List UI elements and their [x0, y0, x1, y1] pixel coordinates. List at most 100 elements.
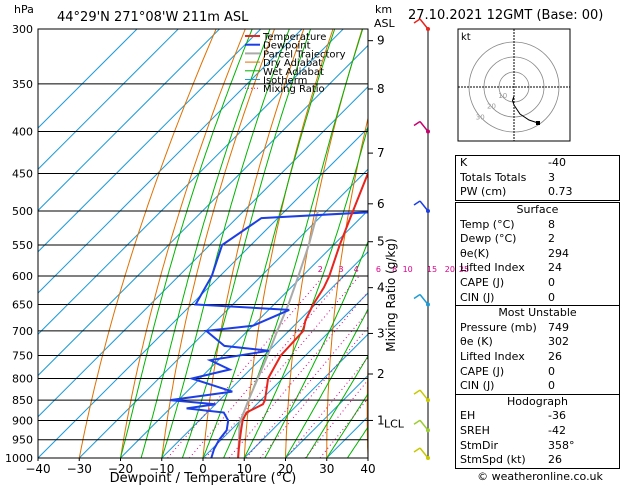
mixing-ratio-line: [168, 276, 324, 458]
hodograph-ring-label: 30: [476, 113, 485, 121]
pressure-tick-label: 650: [12, 299, 33, 312]
mixing-ratio-label: 2: [318, 265, 323, 274]
stat-row: CAPE (J)0: [456, 276, 619, 291]
stat-row: θe (K)302: [456, 335, 619, 350]
stat-row: CAPE (J)0: [456, 365, 619, 380]
stat-value: 26: [548, 453, 619, 468]
stat-label: StmDir: [460, 439, 548, 454]
pressure-tick-label: 450: [12, 167, 33, 180]
km-unit-label: km: [375, 3, 392, 16]
stat-value: 3: [548, 171, 619, 186]
hpa-unit-label: hPa: [14, 3, 34, 16]
pressure-tick-label: 300: [12, 23, 33, 36]
stat-value: 0.73: [548, 185, 619, 200]
index-row: PW (cm)0.73: [456, 185, 619, 200]
x-tick-label: 30: [319, 462, 334, 476]
pressure-tick-label: 350: [12, 78, 33, 91]
stat-row: Temp (°C)8: [456, 218, 619, 233]
stat-label: StmSpd (kt): [460, 453, 548, 468]
pressure-tick-label: 600: [12, 270, 33, 283]
stat-label: PW (cm): [460, 185, 548, 200]
isotherm-line: [0, 29, 302, 458]
hodograph-storm-marker: [536, 121, 540, 125]
pressure-tick-label: 950: [12, 434, 33, 447]
station-location: 44°29'N 271°08'W 211m ASL: [57, 10, 249, 25]
legend-label: Mixing Ratio: [263, 84, 325, 95]
mixing-ratio-label: 3: [338, 265, 343, 274]
pressure-tick-label: 400: [12, 126, 33, 139]
wind-barb-flag: [414, 390, 420, 394]
stat-label: CIN (J): [460, 379, 548, 394]
stat-label: SREH: [460, 424, 548, 439]
wind-barb-flag: [414, 122, 420, 126]
pressure-tick-label: 800: [12, 372, 33, 385]
stat-value: 26: [548, 350, 619, 365]
mixing-ratio-label: 6: [376, 265, 381, 274]
section-title: Hodograph: [456, 395, 619, 410]
stat-label: θe(K): [460, 247, 548, 262]
copyright-text: © weatheronline.co.uk: [455, 470, 625, 483]
stat-row: Dewp (°C)2: [456, 232, 619, 247]
km-tick-label: 2: [377, 367, 385, 381]
km-tick-label: 6: [377, 197, 385, 211]
wind-barb-shaft: [420, 390, 428, 400]
stat-label: CAPE (J): [460, 276, 548, 291]
stat-value: -42: [548, 424, 619, 439]
asl-unit-label: ASL: [374, 17, 396, 30]
stat-value: 0: [548, 276, 619, 291]
mixing-ratio-line: [286, 276, 435, 458]
wind-barb-flag: [414, 201, 420, 205]
hodograph-ring-label: 10: [498, 92, 507, 100]
mixing-ratio-line: [246, 276, 397, 458]
stat-label: Dewp (°C): [460, 232, 548, 247]
wind-barb-shaft: [420, 122, 428, 132]
stat-label: K: [460, 156, 548, 171]
stat-label: Totals Totals: [460, 171, 548, 186]
x-tick-label: −30: [67, 462, 92, 476]
stat-value: 0: [548, 365, 619, 380]
stat-row: Pressure (mb)749: [456, 321, 619, 336]
isotherm-line: [0, 29, 385, 458]
pressure-tick-label: 750: [12, 349, 33, 362]
stat-value: 358°: [548, 439, 619, 454]
stat-value: 294: [548, 247, 619, 262]
x-tick-label: −40: [25, 462, 50, 476]
hodograph-unit-label: kt: [461, 32, 471, 43]
pressure-tick-label: 700: [12, 325, 33, 338]
dry-adiabat-line: [619, 29, 629, 458]
stat-label: CAPE (J): [460, 365, 548, 380]
wind-barb-shaft: [420, 448, 428, 458]
stat-value: 2: [548, 232, 619, 247]
hodograph-ring-label: 20: [487, 103, 496, 111]
wind-barb-flag: [414, 420, 420, 424]
stat-row: CIN (J)0: [456, 291, 619, 306]
wind-barb-shaft: [420, 420, 428, 430]
stat-label: Lifted Index: [460, 350, 548, 365]
index-row: K-40: [456, 156, 619, 171]
km-tick-label: 7: [377, 146, 385, 160]
section-title: Surface: [456, 203, 619, 218]
stat-value: 8: [548, 218, 619, 233]
stat-value: 0: [548, 379, 619, 394]
stat-label: EH: [460, 409, 548, 424]
mixing-ratio-line: [229, 276, 381, 458]
wind-barb-shaft: [420, 201, 428, 211]
dry-adiabat-line: [79, 29, 216, 458]
km-tick-label: 9: [377, 34, 385, 48]
stat-label: θe (K): [460, 335, 548, 350]
stat-row: θe(K)294: [456, 247, 619, 262]
stat-value: -36: [548, 409, 619, 424]
stat-row: CIN (J)0: [456, 379, 619, 394]
wind-barb-flag: [414, 448, 420, 452]
stat-row: EH-36: [456, 409, 619, 424]
